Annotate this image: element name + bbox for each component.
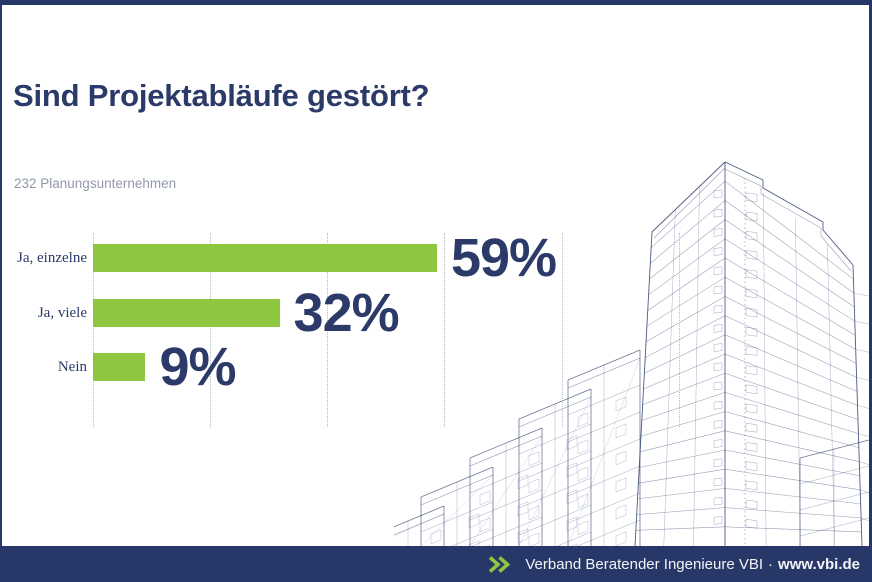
bar bbox=[93, 353, 146, 382]
category-label: Nein bbox=[57, 359, 87, 376]
wireframe-building-illustration bbox=[394, 161, 869, 546]
bar bbox=[93, 244, 437, 272]
footer-bar: Verband Beratender Ingenieure VBI · www.… bbox=[0, 546, 872, 582]
gridline bbox=[444, 233, 446, 427]
value-label: 32% bbox=[293, 282, 400, 343]
bar bbox=[93, 298, 280, 327]
gridline bbox=[209, 233, 211, 427]
bar-chart: Ja, einzelne 59% Ja, viele 32% Nein 9% bbox=[2, 5, 869, 546]
gridline bbox=[679, 233, 680, 427]
bar-row: Ja, viele 32% bbox=[2, 285, 869, 341]
footer-org-text: Verband Beratender Ingenieure VBI bbox=[525, 555, 764, 573]
value-label: 59% bbox=[450, 228, 557, 288]
value-label: 9% bbox=[159, 337, 236, 398]
bar-row: Nein 9% bbox=[2, 339, 869, 395]
double-chevron-right-icon bbox=[489, 555, 511, 573]
footer-separator: · bbox=[768, 555, 774, 573]
chart-title: Sind Projektabläufe gestört? bbox=[13, 78, 430, 113]
footer-website: www.vbi.de bbox=[778, 555, 860, 573]
gridline bbox=[561, 233, 563, 427]
gridline bbox=[92, 233, 94, 427]
category-label: Ja, einzelne bbox=[17, 250, 87, 266]
sample-size-label: 232 Planungsunternehmen bbox=[14, 176, 177, 191]
bar-row: Ja, einzelne 59% bbox=[2, 230, 869, 286]
gridline bbox=[327, 233, 329, 427]
content-area: Sind Projektabläufe gestört? 232 Planung… bbox=[2, 5, 869, 546]
category-label: Ja, viele bbox=[37, 304, 87, 321]
